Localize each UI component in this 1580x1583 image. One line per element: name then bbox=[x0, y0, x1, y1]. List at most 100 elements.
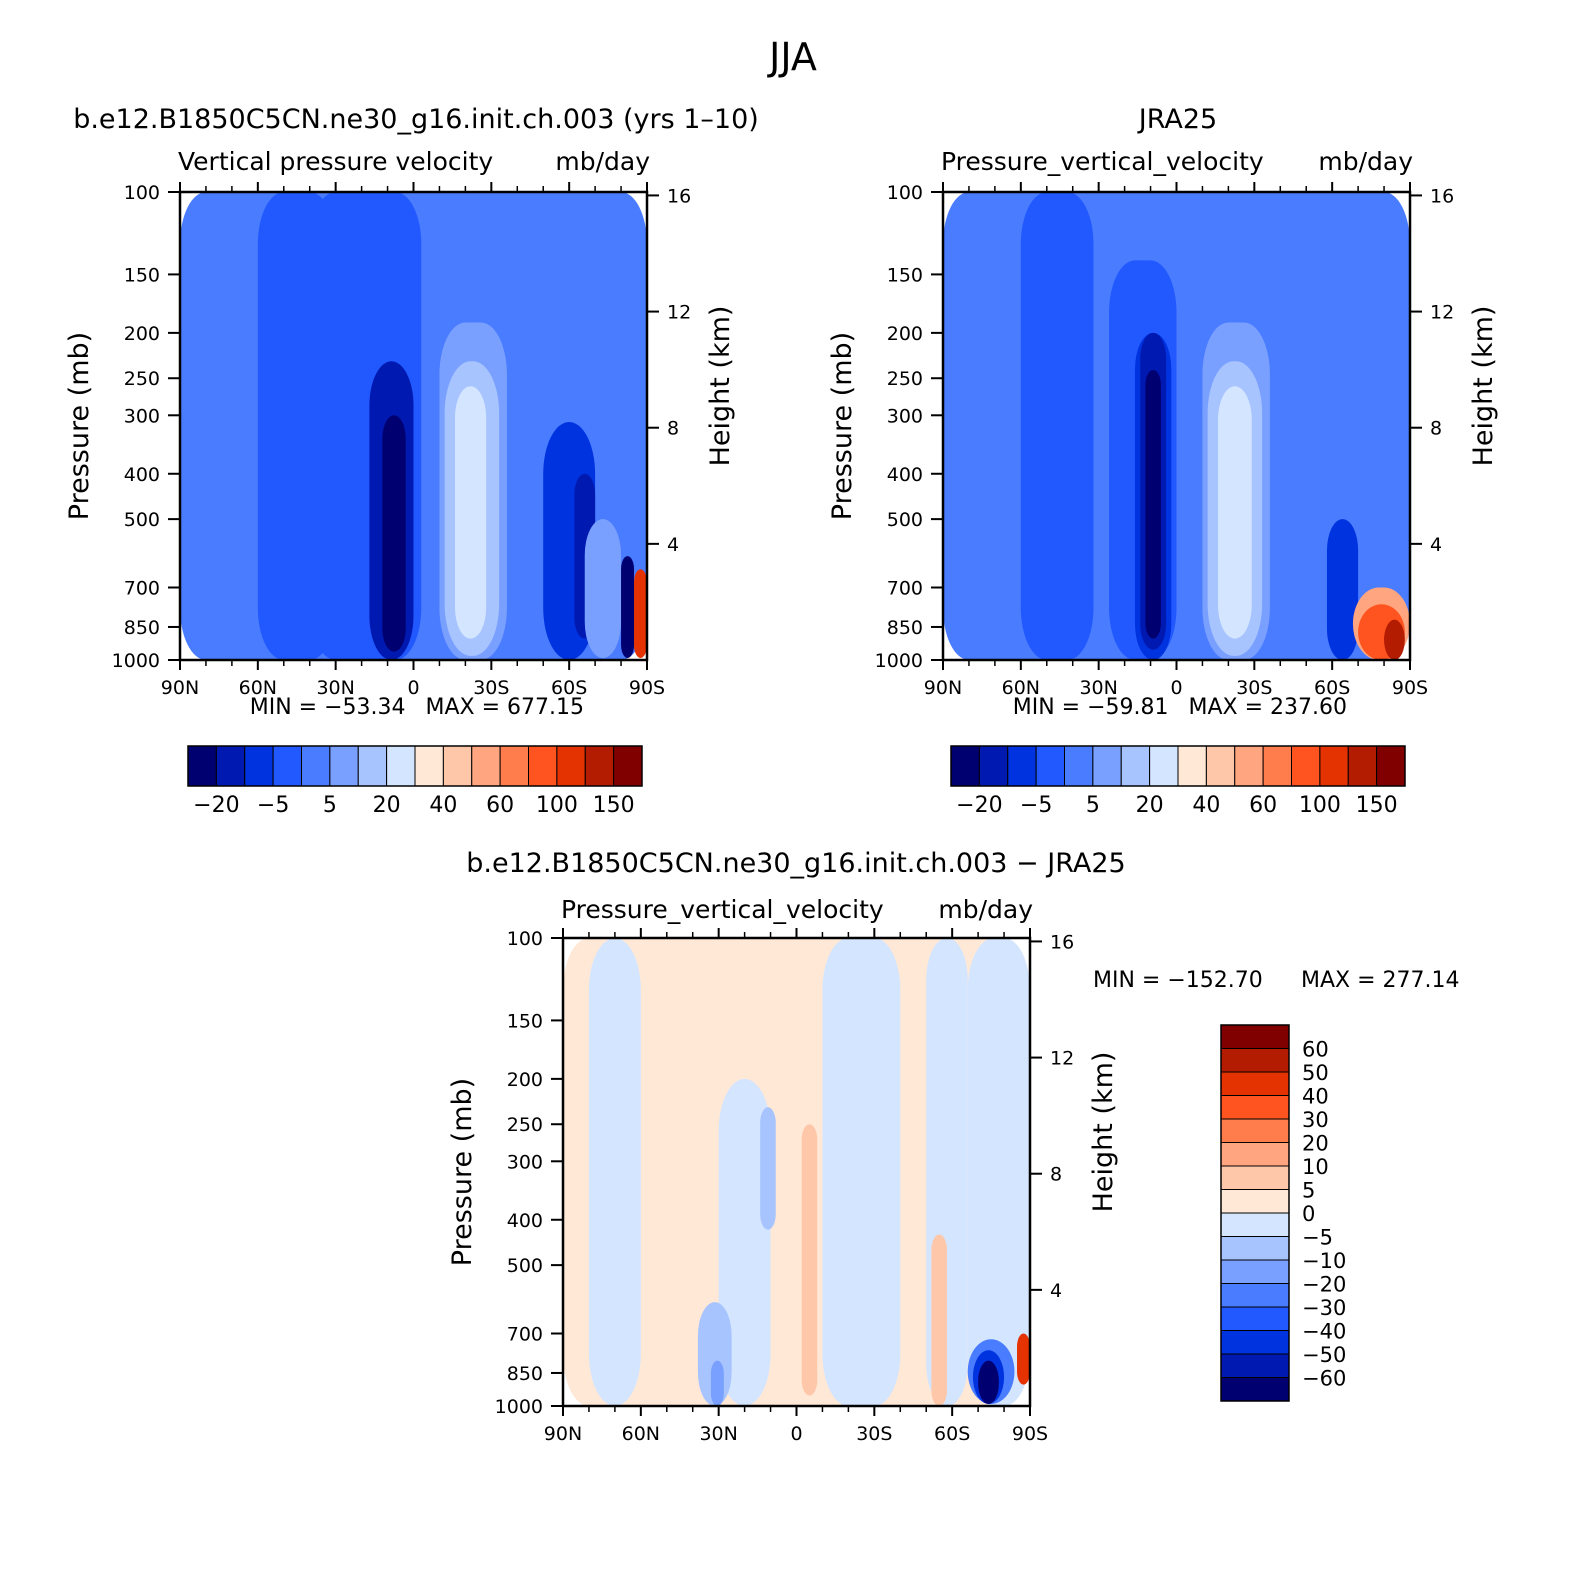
colorbar-swatch bbox=[187, 745, 217, 787]
contour-region bbox=[621, 556, 635, 658]
y-tick-label: 150 bbox=[507, 1010, 543, 1032]
colorbar-label: −40 bbox=[1302, 1320, 1346, 1344]
x-tick-label: 60S bbox=[934, 1423, 970, 1445]
y-right-tick-label: 12 bbox=[1430, 302, 1454, 324]
colorbar-swatch bbox=[1035, 745, 1065, 787]
y-right-axis-title: Height (km) bbox=[1468, 306, 1499, 467]
contour-region bbox=[760, 1107, 776, 1230]
colorbar-label: −20 bbox=[956, 793, 1002, 818]
y-tick-label: 100 bbox=[124, 182, 160, 204]
y-tick-label: 700 bbox=[507, 1324, 543, 1346]
colorbar-swatch bbox=[414, 745, 444, 787]
colorbar-swatch bbox=[1064, 745, 1094, 787]
colorbar-swatch bbox=[1220, 1353, 1290, 1378]
colorbar-swatch bbox=[1220, 1165, 1290, 1190]
figure-title: JJA bbox=[767, 35, 817, 79]
colorbar-label: 50 bbox=[1302, 1061, 1329, 1085]
y-tick-label: 200 bbox=[887, 323, 923, 345]
colorbar-swatch bbox=[1177, 745, 1207, 787]
colorbar-swatch bbox=[1120, 745, 1151, 787]
colorbar-swatch bbox=[1220, 1306, 1290, 1331]
x-tick-label: 0 bbox=[407, 677, 419, 699]
y-tick-label: 1000 bbox=[495, 1396, 543, 1418]
colorbar-swatch bbox=[1220, 1118, 1290, 1143]
x-tick-label: 0 bbox=[790, 1423, 802, 1445]
min-label: MIN = −152.70 bbox=[1093, 968, 1263, 993]
colorbar-swatch bbox=[272, 745, 302, 787]
colorbar-label: 5 bbox=[1086, 793, 1100, 818]
contour-region bbox=[931, 1234, 947, 1406]
y-right-tick-label: 12 bbox=[1050, 1048, 1074, 1070]
y-tick-label: 250 bbox=[507, 1114, 543, 1136]
x-tick-label: 60N bbox=[622, 1423, 660, 1445]
colorbar-swatch bbox=[471, 745, 501, 787]
variable-label: Pressure_vertical_velocity bbox=[561, 895, 884, 924]
colorbar-swatch bbox=[528, 745, 558, 787]
colorbar-label: −5 bbox=[1020, 793, 1052, 818]
colorbar-swatch bbox=[556, 745, 586, 787]
colorbar-label: 20 bbox=[1136, 793, 1164, 818]
colorbar: −20 −5 5 20 40 60 100 150 bbox=[187, 745, 643, 818]
x-tick-label: 30S bbox=[1236, 677, 1272, 699]
colorbar-label: 30 bbox=[1302, 1108, 1329, 1132]
y-right-tick-label: 8 bbox=[1050, 1164, 1062, 1186]
colorbar-label: −50 bbox=[1302, 1343, 1346, 1367]
y-tick-label: 850 bbox=[124, 617, 160, 639]
contour-field bbox=[943, 192, 1410, 660]
y-tick-label: 700 bbox=[124, 578, 160, 600]
colorbar-swatch bbox=[584, 745, 615, 787]
y-tick-label: 300 bbox=[507, 1151, 543, 1173]
x-tick-label: 90S bbox=[1012, 1423, 1048, 1445]
contour-region bbox=[455, 386, 487, 639]
x-tick-label: 30S bbox=[473, 677, 509, 699]
y-right-tick-label: 16 bbox=[1430, 185, 1454, 207]
colorbar-swatch bbox=[613, 745, 643, 787]
y-tick-label: 200 bbox=[507, 1069, 543, 1091]
y-right-tick-label: 4 bbox=[667, 534, 679, 556]
y-tick-label: 1000 bbox=[875, 650, 923, 672]
max-label: MAX = 677.15 bbox=[426, 695, 585, 720]
y-right-tick-label: 8 bbox=[667, 418, 679, 440]
max-label: MAX = 237.60 bbox=[1189, 695, 1348, 720]
colorbar-label: 60 bbox=[1302, 1038, 1329, 1062]
x-tick-label: 0 bbox=[1170, 677, 1182, 699]
colorbar-label: 60 bbox=[1249, 793, 1277, 818]
y-axis-title: Pressure (mb) bbox=[447, 1078, 478, 1266]
x-tick-label: 30S bbox=[856, 1423, 892, 1445]
max-label: MAX = 277.14 bbox=[1301, 968, 1460, 993]
colorbar-swatch bbox=[1220, 1142, 1290, 1167]
colorbar-swatch bbox=[1220, 1236, 1290, 1261]
y-right-tick-label: 4 bbox=[1430, 534, 1442, 556]
colorbar-swatch bbox=[1007, 745, 1037, 787]
colorbar-label: 0 bbox=[1302, 1202, 1315, 1226]
panel-title: b.e12.B1850C5CN.ne30_g16.init.ch.003 − J… bbox=[466, 848, 1125, 879]
colorbar-label: 100 bbox=[536, 793, 578, 818]
colorbar-label: 60 bbox=[486, 793, 514, 818]
y-tick-label: 300 bbox=[124, 405, 160, 427]
y-right-tick-label: 16 bbox=[1050, 931, 1074, 953]
colorbar-swatch bbox=[1220, 1071, 1290, 1096]
y-tick-label: 250 bbox=[124, 368, 160, 390]
colorbar-frame bbox=[187, 745, 643, 787]
colorbar-label: 5 bbox=[323, 793, 337, 818]
variable-label: Pressure_vertical_velocity bbox=[941, 147, 1264, 176]
contour-region bbox=[1145, 369, 1161, 639]
colorbar-swatch bbox=[950, 745, 980, 787]
colorbar-label: 40 bbox=[1192, 793, 1220, 818]
colorbar-swatch bbox=[1220, 1259, 1290, 1284]
x-tick-label: 90S bbox=[629, 677, 665, 699]
y-tick-label: 400 bbox=[887, 464, 923, 486]
colorbar-frame bbox=[950, 745, 1406, 787]
units-label: mb/day bbox=[1318, 147, 1413, 176]
units-label: mb/day bbox=[938, 895, 1033, 924]
colorbar-label: −10 bbox=[1302, 1249, 1346, 1273]
colorbar-swatch bbox=[215, 745, 246, 787]
min-label: MIN = −59.81 bbox=[1013, 695, 1169, 720]
colorbar-label: −5 bbox=[1302, 1226, 1333, 1250]
colorbar-swatch bbox=[1220, 1189, 1290, 1214]
y-tick-label: 850 bbox=[887, 617, 923, 639]
y-axis-title: Pressure (mb) bbox=[64, 332, 95, 520]
contour-region bbox=[978, 1360, 999, 1404]
y-tick-label: 100 bbox=[507, 928, 543, 950]
colorbar-swatch bbox=[1347, 745, 1378, 787]
